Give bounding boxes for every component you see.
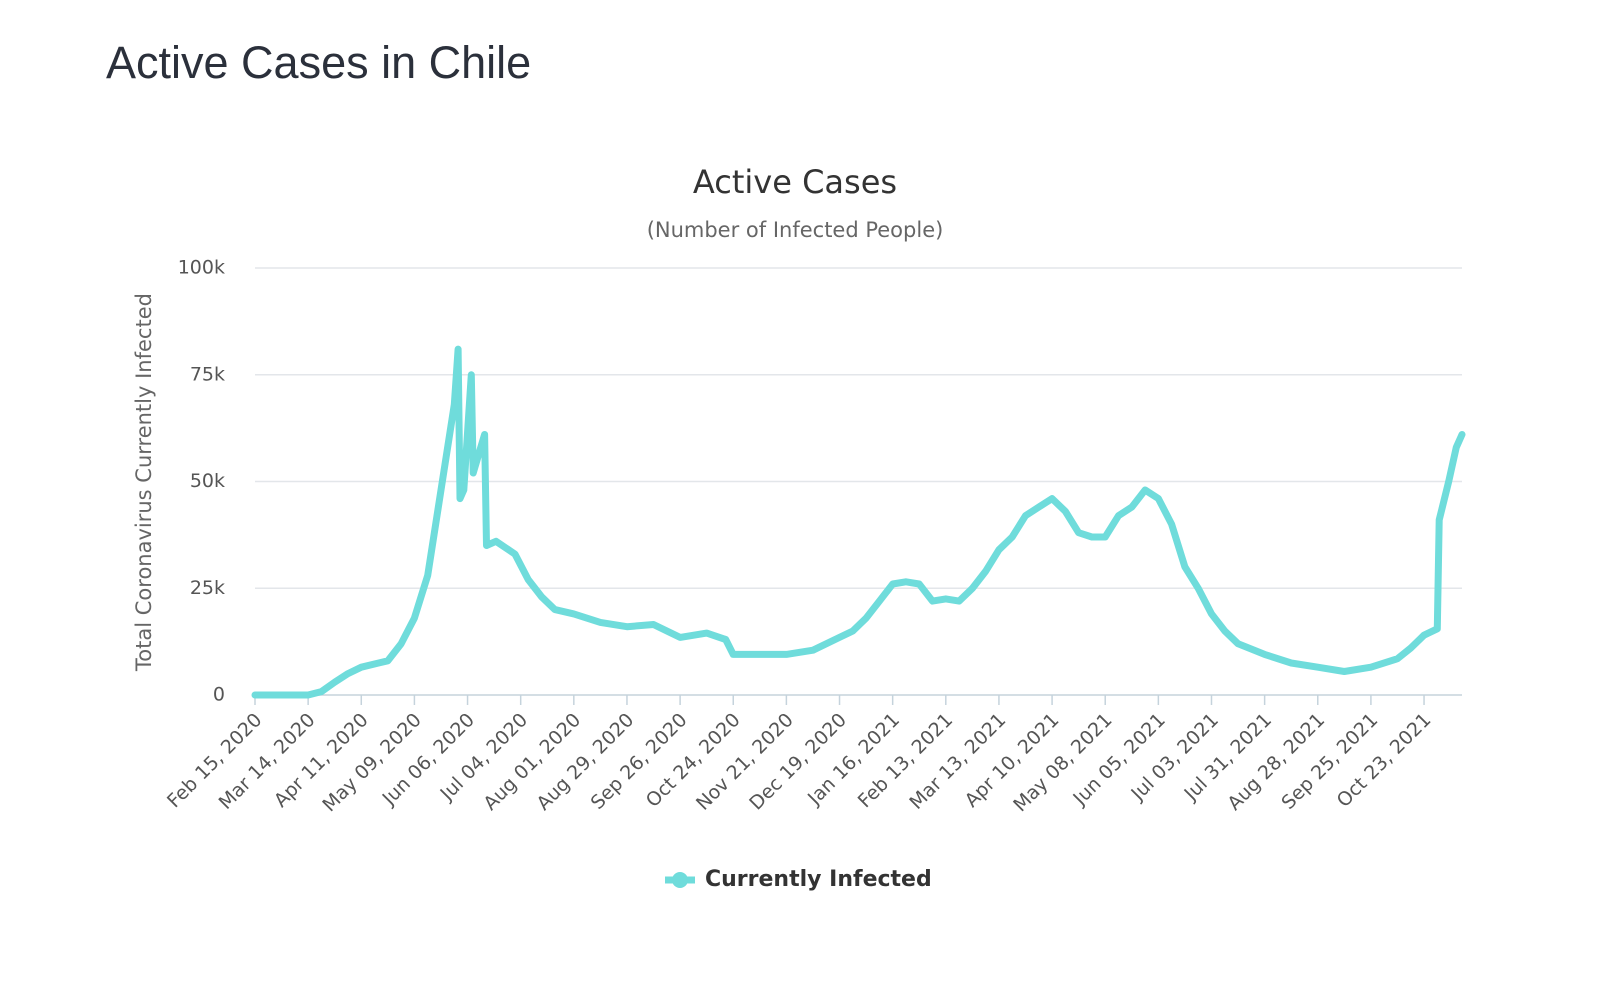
y-tick-label: 25k	[190, 577, 225, 599]
chart-subtitle: (Number of Infected People)	[647, 218, 944, 242]
x-tick-label: Jun 05, 2021	[1068, 709, 1169, 810]
x-tick-label: Jan 16, 2021	[803, 709, 904, 810]
chart-title: Active Cases	[693, 163, 897, 201]
legend-label: Currently Infected	[705, 867, 932, 892]
x-tick-label: Apr 10, 2021	[961, 709, 1064, 812]
x-tick-label: Jun 06, 2020	[378, 709, 479, 810]
legend-symbol-dot	[672, 872, 688, 888]
y-tick-label: 75k	[190, 363, 225, 385]
y-tick-label: 50k	[190, 470, 225, 492]
x-tick-label: Apr 11, 2020	[270, 709, 373, 812]
y-axis-title: Total Coronavirus Currently Infected	[132, 293, 156, 672]
x-tick-label: Oct 24, 2020	[642, 709, 745, 812]
line-series	[251, 345, 1466, 699]
y-tick-label: 0	[213, 684, 225, 706]
page-title: Active Cases in Chile	[106, 37, 531, 88]
y-tick-label: 100k	[178, 257, 225, 279]
x-tick-label: Oct 23, 2021	[1333, 709, 1436, 812]
